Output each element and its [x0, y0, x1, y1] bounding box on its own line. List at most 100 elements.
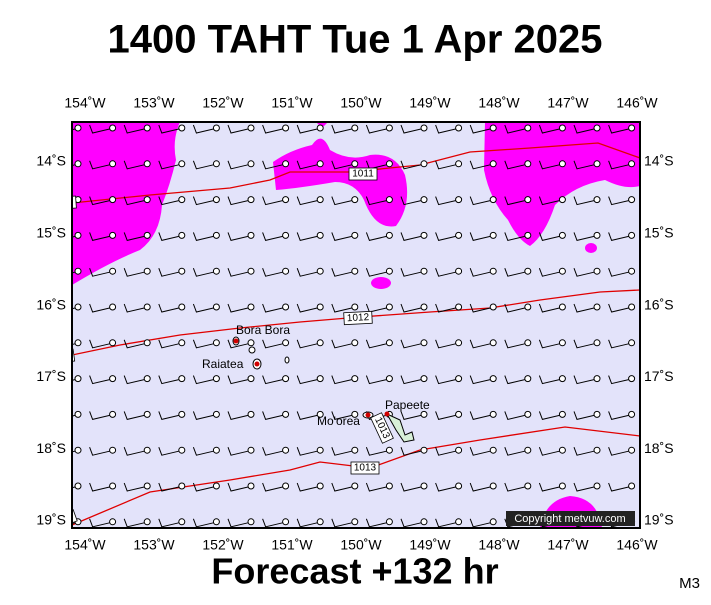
station: [74, 410, 82, 418]
island: [385, 412, 415, 443]
isobar-value: 1011: [51, 197, 74, 210]
station: [143, 231, 151, 239]
place-label: Mo'orea: [317, 414, 360, 428]
station: [351, 160, 359, 168]
station: [143, 196, 151, 204]
wind-barb: [435, 232, 456, 241]
lat-label: 14˚S: [644, 153, 674, 169]
station: [351, 196, 359, 204]
station: [420, 375, 428, 383]
map-frame: [71, 121, 641, 529]
station: [247, 124, 255, 132]
isobar-label: 1013: [350, 461, 380, 475]
lat-label: 17˚S: [644, 368, 674, 384]
station: [74, 124, 82, 132]
station: [143, 482, 151, 490]
wind-barb: [262, 268, 283, 277]
lat-label: 16˚S: [36, 296, 66, 312]
wind-barb: [331, 232, 352, 241]
wind-barb: [331, 124, 352, 134]
wind-barb: [192, 375, 214, 385]
station: [282, 231, 290, 239]
station: [212, 410, 220, 418]
wind-barb: [538, 196, 560, 206]
wind-barb: [262, 518, 283, 528]
station: [316, 339, 324, 347]
station: [593, 482, 601, 490]
station: [420, 160, 428, 168]
lat-label: 15˚S: [36, 225, 66, 241]
station: [178, 375, 186, 383]
wind-barb: [296, 375, 318, 385]
isobar-value: 1012: [347, 312, 370, 324]
station: [143, 303, 151, 311]
wind-barb: [573, 447, 595, 456]
wind-barb: [262, 232, 283, 241]
station: [282, 482, 290, 490]
station: [489, 339, 497, 347]
station: [524, 196, 532, 204]
station: [212, 375, 220, 383]
wind-barb: [538, 303, 560, 313]
isobar-value: 1012: [48, 350, 72, 364]
station: [524, 339, 532, 347]
station: [247, 160, 255, 168]
wind-barb: [573, 482, 595, 492]
station: [558, 339, 566, 347]
wind-barb: [262, 303, 283, 313]
wind-barb: [262, 447, 283, 456]
map-area: Bora Bora Raiatea Mo'orea Papeete 1011 10…: [48, 122, 640, 529]
wind-barb: [89, 124, 110, 134]
station: [316, 267, 324, 275]
title: 1400 TAHT Tue 1 Apr 2025: [108, 18, 603, 62]
wind-barb: [192, 160, 214, 170]
station: [489, 375, 497, 383]
wind-barb: [469, 268, 491, 277]
station: [351, 518, 359, 526]
place-label: Bora Bora: [236, 323, 290, 337]
isobar-value: 1011: [352, 169, 374, 180]
wind-barb: [89, 447, 110, 456]
wind-barb: [504, 411, 525, 420]
station: [351, 303, 359, 311]
station: [385, 518, 393, 526]
wind-barb: [400, 303, 422, 313]
wind-barb: [608, 303, 629, 313]
station: [455, 518, 463, 526]
wind-barb: [331, 160, 352, 170]
wind-barb: [469, 518, 491, 528]
station: [558, 231, 566, 239]
station: [455, 482, 463, 490]
lon-label: 147˚W: [547, 95, 589, 111]
isobar-label-box: [72, 195, 77, 211]
station: [524, 446, 532, 454]
wind-barb: [435, 268, 456, 277]
wind-barb: [296, 411, 318, 420]
wind-barb: [123, 375, 145, 385]
station: [212, 267, 220, 275]
station: [178, 160, 186, 168]
station: [178, 303, 186, 311]
wind-barb: [158, 447, 179, 456]
wind-barb: [89, 518, 110, 528]
wind-barb: [227, 303, 249, 313]
station: [593, 303, 601, 311]
station: [385, 231, 393, 239]
station: [628, 267, 636, 275]
wind-barb: [227, 196, 249, 206]
station: [489, 518, 497, 526]
station: [593, 160, 601, 168]
station: [178, 339, 186, 347]
wind-barb: [400, 411, 422, 420]
isobar-value: 1013: [50, 511, 75, 529]
station: [316, 375, 324, 383]
wind-barb: [435, 303, 456, 313]
station: [455, 124, 463, 132]
wind-barb: [538, 482, 560, 492]
wind-barb: [192, 482, 214, 492]
wind-barb: [227, 268, 249, 277]
wind-barb: [262, 196, 283, 206]
station: [109, 339, 117, 347]
wind-barb: [435, 482, 456, 492]
lon-label: 154˚W: [64, 95, 106, 111]
